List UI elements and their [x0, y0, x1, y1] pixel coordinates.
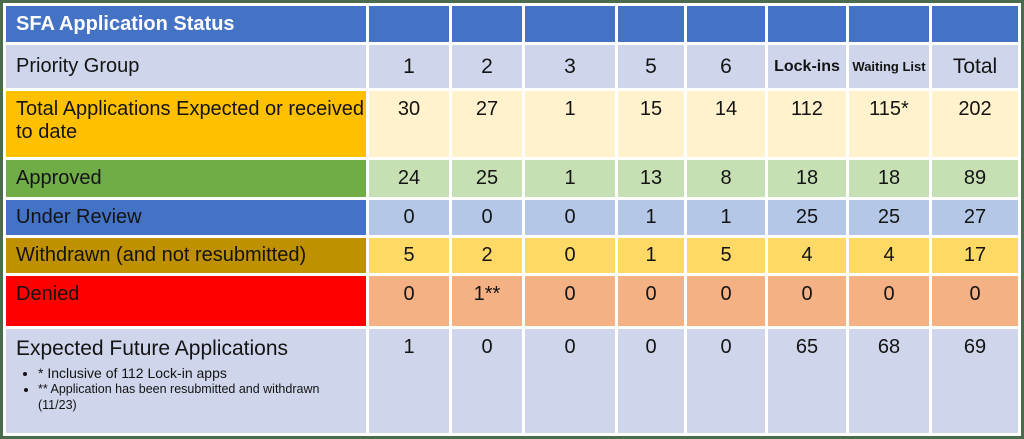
row-label-withdrawn: Withdrawn (and not resubmitted): [6, 238, 366, 273]
column-header-2: 2: [452, 45, 522, 88]
table-cell: 69: [932, 329, 1018, 433]
table-cell: 1: [618, 238, 684, 273]
table-cell: 0: [618, 329, 684, 433]
table-cell: 0: [932, 276, 1018, 326]
column-header-5: 5: [618, 45, 684, 88]
column-header-6: 6: [687, 45, 765, 88]
row-label-approved: Approved: [6, 160, 366, 197]
table-cell: 0: [452, 200, 522, 235]
table-cell: 18: [849, 160, 929, 197]
table-cell: 0: [618, 276, 684, 326]
table-row-priority-group: Priority Group 1 2 3 5 6 Lock-ins Waitin…: [6, 45, 1018, 88]
table-cell: 0: [369, 276, 449, 326]
table-cell: 1**: [452, 276, 522, 326]
table-cell: 202: [932, 91, 1018, 157]
table-cell: 15: [618, 91, 684, 157]
table-cell: 25: [849, 200, 929, 235]
table-cell: 2: [452, 238, 522, 273]
table-cell: 8: [687, 160, 765, 197]
title-spacer-cell: [369, 6, 449, 42]
table-cell: 1: [369, 329, 449, 433]
table-row-total-applications: Total Applications Expected or received …: [6, 91, 1018, 157]
footnote-resubmitted: ** Application has been resubmitted and …: [38, 382, 338, 413]
sfa-application-status-table: SFA Application Status Priority Group 1 …: [3, 3, 1021, 436]
row-label-expected-future: Expected Future Applications * Inclusive…: [6, 329, 366, 433]
table-cell: 5: [369, 238, 449, 273]
table-cell: 0: [687, 329, 765, 433]
table-cell: 18: [768, 160, 846, 197]
table-cell: 30: [369, 91, 449, 157]
title-spacer-cell: [525, 6, 615, 42]
column-header-3: 3: [525, 45, 615, 88]
priority-group-label: Priority Group: [6, 45, 366, 88]
table-cell: 68: [849, 329, 929, 433]
table-cell: 27: [932, 200, 1018, 235]
row-label-under-review: Under Review: [6, 200, 366, 235]
table-cell: 0: [849, 276, 929, 326]
table-cell: 0: [369, 200, 449, 235]
column-header-lock-ins: Lock-ins: [768, 45, 846, 88]
table-cell: 0: [525, 276, 615, 326]
title-spacer-cell: [452, 6, 522, 42]
footnote-list: * Inclusive of 112 Lock-in apps ** Appli…: [16, 365, 366, 413]
table-cell: 0: [768, 276, 846, 326]
title-spacer-cell: [618, 6, 684, 42]
table-cell: 112: [768, 91, 846, 157]
table-cell: 0: [525, 329, 615, 433]
table-cell: 25: [452, 160, 522, 197]
title-spacer-cell: [687, 6, 765, 42]
table-cell: 13: [618, 160, 684, 197]
table-cell: 115*: [849, 91, 929, 157]
table-cell: 14: [687, 91, 765, 157]
table-cell: 24: [369, 160, 449, 197]
table-cell: 0: [525, 200, 615, 235]
title-spacer-cell: [768, 6, 846, 42]
table-cell: 0: [525, 238, 615, 273]
table-cell: 0: [452, 329, 522, 433]
table-cell: 27: [452, 91, 522, 157]
column-header-1: 1: [369, 45, 449, 88]
table-cell: 1: [525, 91, 615, 157]
table-row-under-review: Under Review 0 0 0 1 1 25 25 27: [6, 200, 1018, 235]
table-cell: 17: [932, 238, 1018, 273]
table-cell: 5: [687, 238, 765, 273]
table-row-expected-future: Expected Future Applications * Inclusive…: [6, 329, 1018, 433]
table-title: SFA Application Status: [6, 6, 366, 42]
title-spacer-cell: [932, 6, 1018, 42]
table-cell: 0: [687, 276, 765, 326]
table-cell: 1: [687, 200, 765, 235]
table-cell: 4: [849, 238, 929, 273]
footnote-lock-in-apps: * Inclusive of 112 Lock-in apps: [38, 365, 366, 381]
table-row-withdrawn: Withdrawn (and not resubmitted) 5 2 0 1 …: [6, 238, 1018, 273]
table-row-title: SFA Application Status: [6, 6, 1018, 42]
table-row-approved: Approved 24 25 1 13 8 18 18 89: [6, 160, 1018, 197]
table-cell: 89: [932, 160, 1018, 197]
expected-future-label: Expected Future Applications: [16, 337, 288, 360]
table-cell: 1: [525, 160, 615, 197]
column-header-waiting-list: Waiting List: [849, 45, 929, 88]
table-cell: 25: [768, 200, 846, 235]
table-cell: 65: [768, 329, 846, 433]
table-cell: 4: [768, 238, 846, 273]
row-label-total-applications: Total Applications Expected or received …: [6, 91, 366, 157]
table-cell: 1: [618, 200, 684, 235]
row-label-denied: Denied: [6, 276, 366, 326]
table-row-denied: Denied 0 1** 0 0 0 0 0 0: [6, 276, 1018, 326]
column-header-total: Total: [932, 45, 1018, 88]
title-spacer-cell: [849, 6, 929, 42]
